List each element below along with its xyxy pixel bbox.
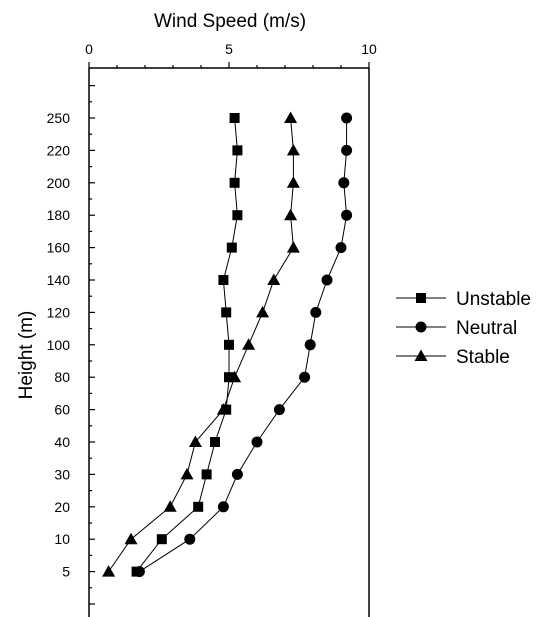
legend-label: Stable bbox=[456, 347, 510, 368]
data-point-stable bbox=[228, 370, 242, 383]
series-stable bbox=[102, 111, 300, 577]
data-point-stable bbox=[163, 500, 177, 512]
y-axis-title: Height (m) bbox=[16, 311, 37, 400]
data-point-unstable bbox=[232, 210, 243, 221]
y-tick-label: 100 bbox=[47, 337, 71, 353]
legend-item-unstable: Unstable bbox=[396, 289, 531, 310]
data-point-unstable bbox=[218, 275, 229, 285]
data-point-neutral bbox=[133, 566, 145, 578]
y-tick-label: 250 bbox=[47, 110, 71, 126]
y-tick-label: 5 bbox=[62, 564, 70, 580]
data-point-neutral bbox=[184, 533, 196, 545]
data-point-neutral bbox=[273, 404, 285, 416]
data-point-neutral bbox=[341, 144, 353, 156]
data-point-stable bbox=[284, 111, 298, 123]
legend-label: Neutral bbox=[456, 318, 517, 339]
data-point-stable bbox=[102, 565, 116, 577]
data-point-stable bbox=[180, 467, 194, 480]
data-point-unstable bbox=[232, 145, 243, 156]
x-axis-ticks: 0 5 10 bbox=[85, 41, 377, 68]
data-point-stable bbox=[124, 532, 138, 545]
data-point-unstable bbox=[229, 113, 240, 123]
data-point-neutral bbox=[217, 501, 229, 513]
data-point-stable bbox=[286, 176, 300, 188]
y-tick-label: 120 bbox=[47, 304, 71, 320]
legend-label: Unstable bbox=[456, 289, 531, 310]
legend-marker-neutral bbox=[415, 321, 427, 333]
y-tick-label: 180 bbox=[47, 207, 71, 223]
data-point-unstable bbox=[224, 372, 234, 383]
series-neutral bbox=[133, 112, 353, 578]
y-tick-label: 80 bbox=[54, 369, 70, 385]
data-point-neutral bbox=[341, 209, 353, 221]
x-tick-label: 0 bbox=[85, 41, 93, 57]
legend-item-stable: Stable bbox=[396, 347, 510, 368]
data-point-neutral bbox=[310, 306, 322, 318]
data-point-unstable bbox=[156, 534, 167, 545]
y-axis-ticks: 5 10 20 30 40 60 80 100 120 140 160 180 200 220 250 bbox=[47, 84, 95, 605]
data-point-stable bbox=[256, 305, 270, 318]
data-point-neutral bbox=[231, 468, 243, 480]
y-tick-label: 10 bbox=[54, 531, 70, 547]
data-point-unstable bbox=[221, 307, 232, 318]
data-point-neutral bbox=[341, 112, 353, 124]
data-point-neutral bbox=[321, 274, 333, 286]
data-point-unstable bbox=[224, 339, 234, 350]
data-point-stable bbox=[216, 403, 230, 415]
y-tick-label: 40 bbox=[54, 434, 70, 450]
y-tick-label: 220 bbox=[47, 142, 71, 158]
data-point-stable bbox=[242, 338, 256, 350]
data-point-stable bbox=[188, 435, 202, 447]
legend-item-neutral: Neutral bbox=[396, 318, 517, 339]
data-point-neutral bbox=[335, 242, 347, 254]
y-tick-label: 140 bbox=[47, 272, 71, 288]
data-point-neutral bbox=[304, 339, 316, 351]
legend-marker-stable bbox=[414, 349, 428, 361]
data-point-neutral bbox=[251, 436, 263, 448]
data-point-stable bbox=[284, 208, 298, 221]
data-point-stable bbox=[267, 273, 281, 285]
y-tick-label: 60 bbox=[54, 402, 70, 418]
x-tick-label: 10 bbox=[361, 41, 377, 57]
data-point-unstable bbox=[226, 242, 237, 253]
legend: Unstable Neutral Stable bbox=[396, 289, 531, 368]
y-tick-label: 30 bbox=[54, 466, 70, 482]
series-group bbox=[102, 111, 353, 578]
data-point-unstable bbox=[210, 437, 220, 447]
y-tick-label: 160 bbox=[47, 240, 71, 256]
data-point-unstable bbox=[193, 501, 204, 512]
data-point-neutral bbox=[338, 177, 350, 189]
legend-marker-unstable bbox=[416, 293, 426, 303]
x-tick-label: 5 bbox=[225, 41, 233, 57]
data-point-stable bbox=[286, 143, 300, 156]
data-point-stable bbox=[286, 241, 300, 253]
data-point-unstable bbox=[229, 177, 240, 188]
data-point-neutral bbox=[299, 371, 311, 383]
y-tick-label: 200 bbox=[47, 175, 71, 191]
x-axis-title: Wind Speed (m/s) bbox=[154, 11, 306, 32]
y-tick-label: 20 bbox=[54, 499, 70, 515]
data-point-unstable bbox=[201, 469, 212, 480]
